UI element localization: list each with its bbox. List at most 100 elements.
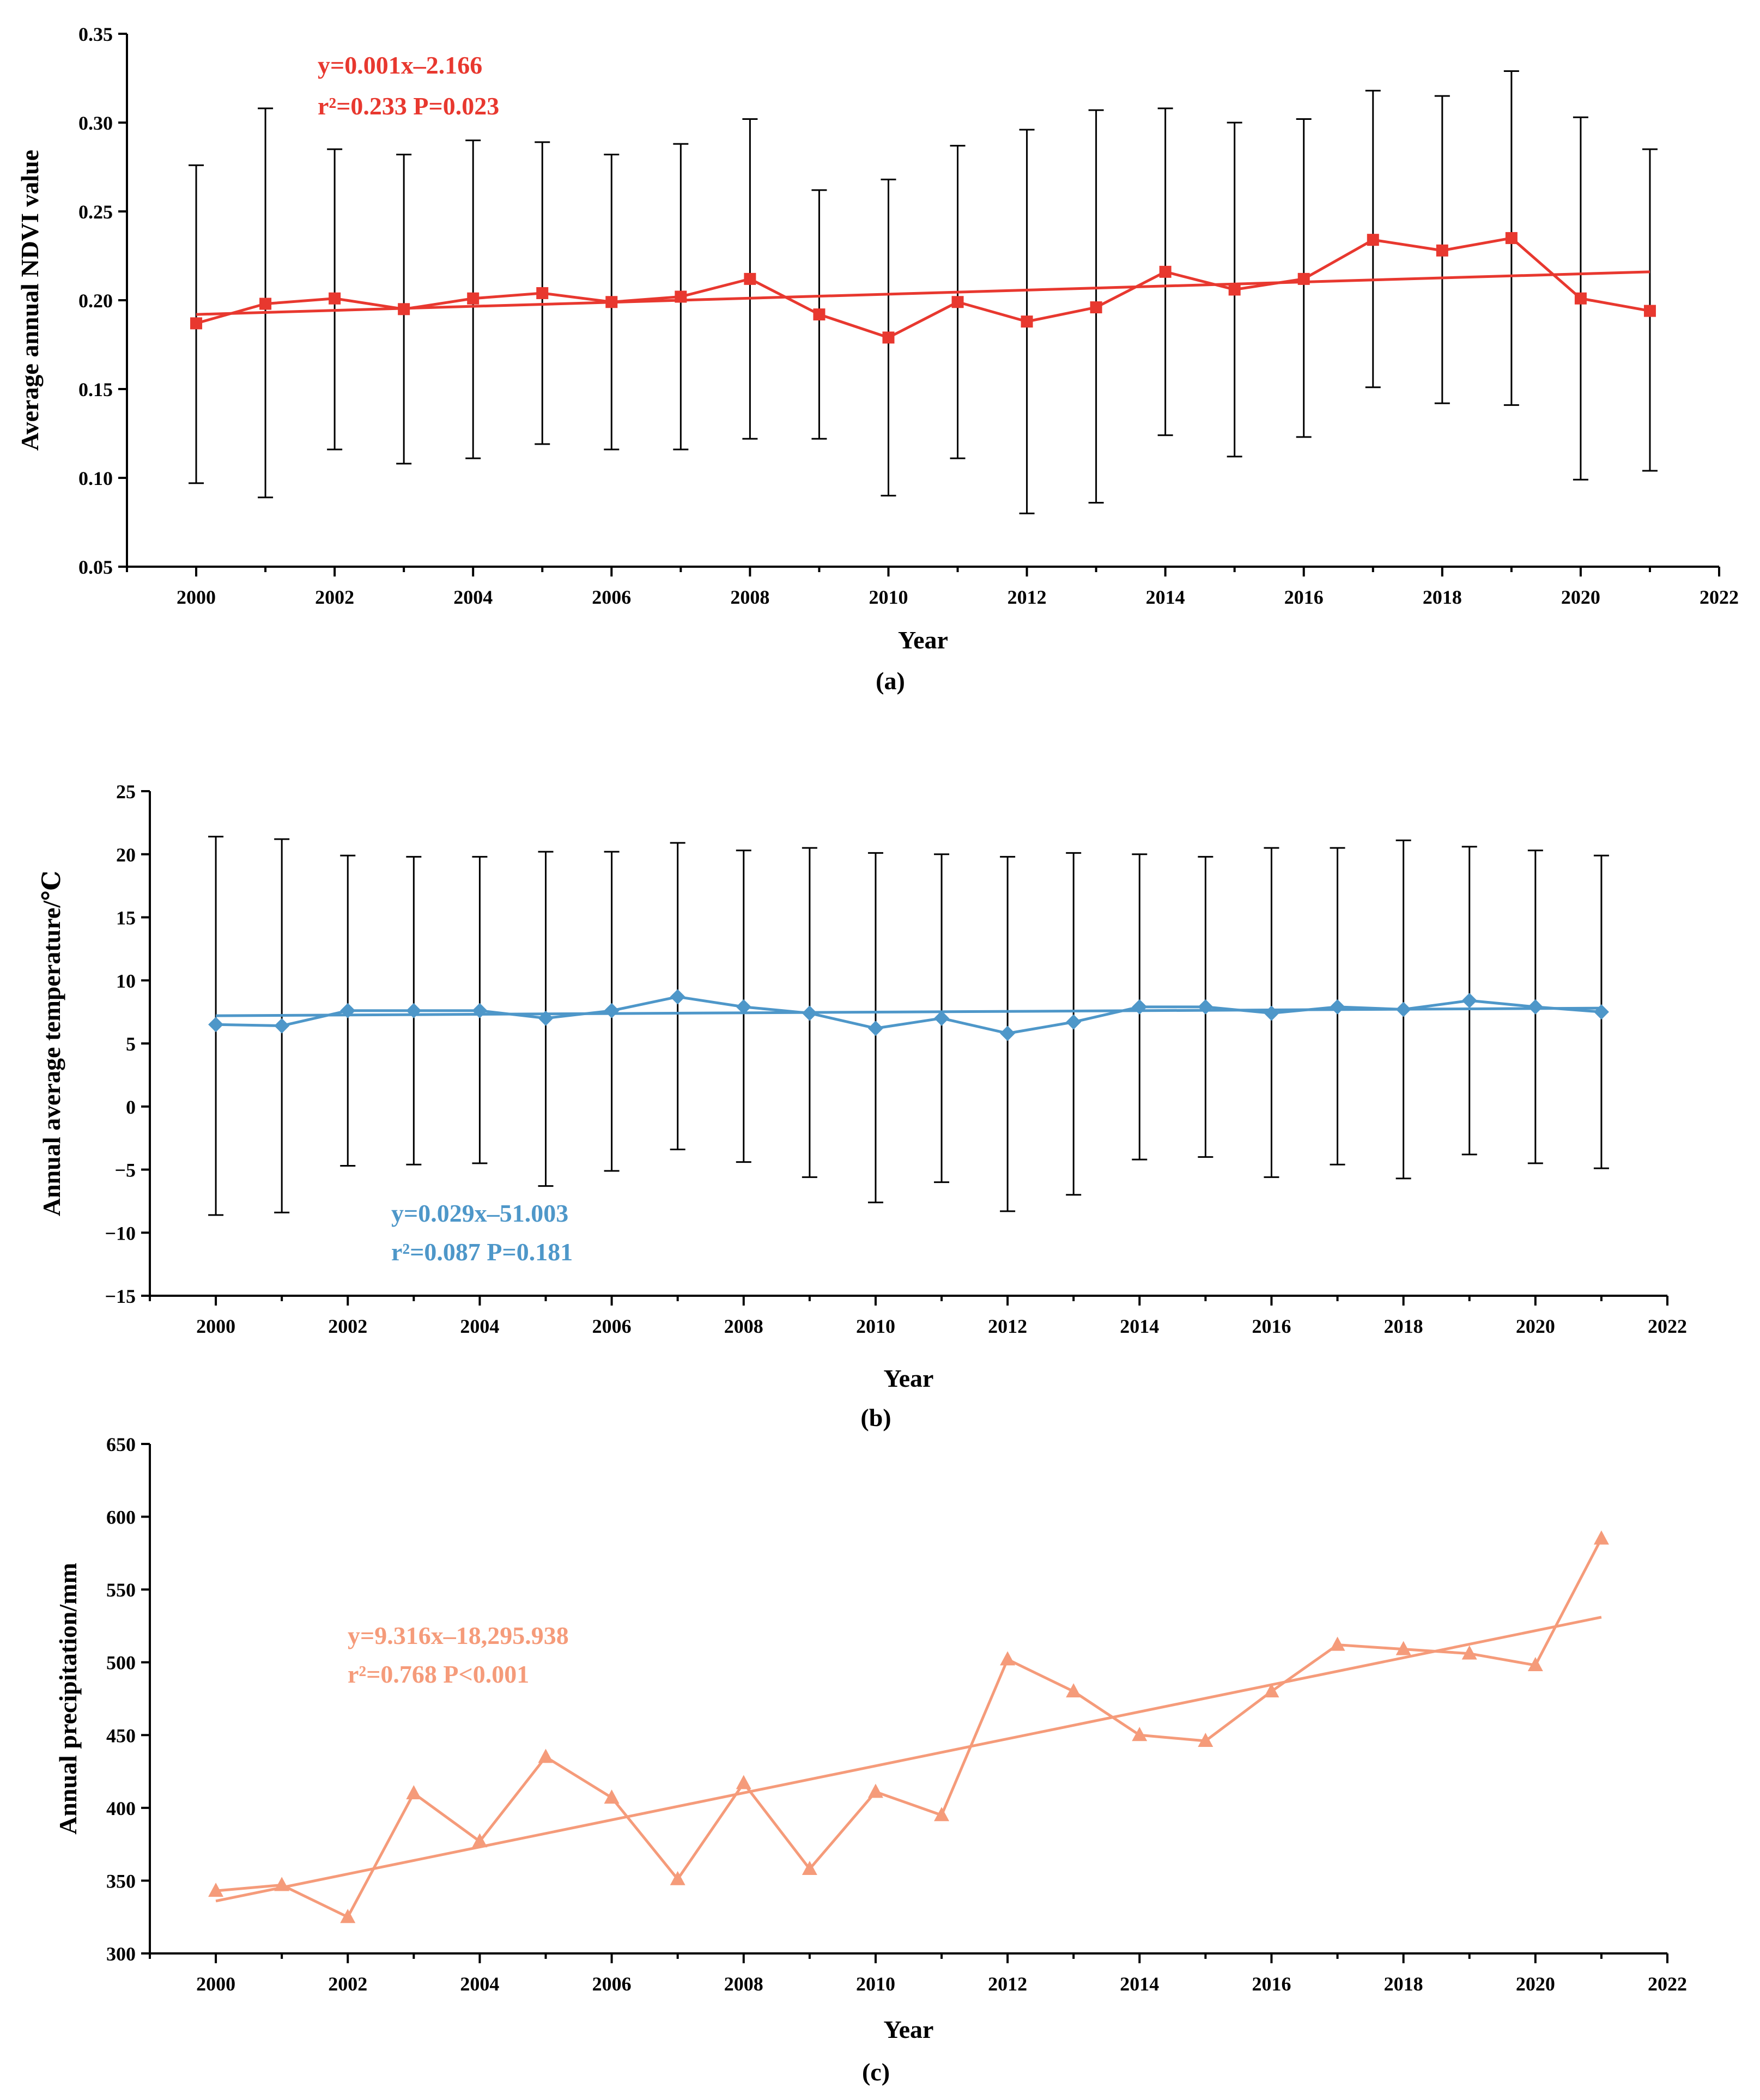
y-tick-label: 0.05 (78, 556, 113, 578)
data-point (670, 989, 685, 1005)
x-tick-label: 2022 (1700, 586, 1739, 608)
data-point (1461, 1645, 1477, 1660)
y-tick-label: 0.30 (78, 112, 113, 134)
data-point (274, 1018, 290, 1034)
x-tick-label: 2004 (460, 1973, 499, 1995)
data-point (1505, 232, 1518, 244)
data-point (1264, 1683, 1279, 1698)
data-point (472, 1833, 488, 1848)
data-point (744, 272, 756, 285)
data-point (736, 999, 751, 1015)
x-tick-label: 2012 (1008, 586, 1047, 608)
data-point (813, 308, 826, 321)
data-point (1527, 1657, 1543, 1672)
x-tick-label: 2010 (869, 586, 908, 608)
x-tick-label: 2020 (1516, 1315, 1555, 1337)
x-tick-label: 2010 (856, 1315, 895, 1337)
y-tick-label: −10 (105, 1222, 136, 1244)
y-tick-label: 0.10 (78, 468, 113, 489)
data-point (472, 1003, 488, 1018)
data-point (1593, 1004, 1609, 1020)
x-tick-label: 2014 (1120, 1973, 1159, 1995)
y-tick-label: −15 (105, 1285, 136, 1307)
data-point (1132, 999, 1148, 1015)
x-tick-label: 2022 (1648, 1315, 1687, 1337)
regression-stats: r²=0.768 P<0.001 (348, 1660, 529, 1688)
x-tick-label: 2006 (592, 1315, 632, 1337)
data-point (675, 290, 687, 303)
regression-equation: y=9.316x–18,295.938 (348, 1622, 569, 1649)
x-tick-label: 2010 (856, 1973, 895, 1995)
x-tick-label: 2012 (988, 1973, 1027, 1995)
y-tick-label: 350 (106, 1870, 136, 1892)
series-line (196, 236, 1650, 339)
data-point (1330, 999, 1345, 1015)
data-point (867, 1783, 883, 1798)
data-point (1297, 272, 1310, 285)
data-point (934, 1807, 950, 1822)
data-point (1066, 1014, 1082, 1030)
data-point (1090, 301, 1102, 314)
data-point (934, 1010, 950, 1026)
x-tick-label: 2008 (724, 1315, 763, 1337)
y-tick-label: 500 (106, 1652, 136, 1674)
x-tick-label: 2014 (1120, 1315, 1159, 1337)
data-point (190, 317, 203, 330)
data-point (867, 1021, 883, 1036)
data-point (1198, 999, 1213, 1015)
data-point (1395, 1641, 1411, 1655)
data-point (1395, 1002, 1411, 1017)
x-tick-label: 2014 (1146, 586, 1185, 608)
x-tick-label: 2020 (1561, 586, 1600, 608)
regression-stats: r²=0.087 P=0.181 (391, 1238, 573, 1266)
data-point (1132, 1727, 1148, 1741)
y-tick-label: 400 (106, 1798, 136, 1819)
data-point (398, 303, 410, 315)
data-point (1527, 999, 1543, 1015)
y-tick-label: 10 (116, 970, 136, 992)
x-tick-label: 2000 (177, 586, 216, 608)
regression-equation: y=0.029x–51.003 (391, 1199, 568, 1227)
trend-line (196, 270, 1650, 316)
trend-line (215, 1616, 1602, 1903)
data-point (406, 1785, 422, 1800)
data-point (536, 287, 549, 299)
x-tick-label: 2018 (1423, 586, 1462, 608)
data-point (670, 1871, 685, 1885)
data-point (1436, 244, 1448, 257)
x-tick-label: 2002 (328, 1315, 367, 1337)
data-point (259, 298, 272, 310)
series-line (216, 995, 1602, 1035)
x-tick-label: 2008 (730, 586, 769, 608)
data-point (802, 1005, 817, 1021)
x-tick-label: 2018 (1384, 1315, 1423, 1337)
x-tick-label: 2022 (1648, 1973, 1687, 1995)
regression-equation: y=0.001x–2.166 (318, 51, 482, 79)
x-tick-label: 2012 (988, 1315, 1027, 1337)
data-point (467, 292, 480, 305)
y-tick-label: 550 (106, 1579, 136, 1601)
data-point (340, 1003, 356, 1018)
data-point (274, 1877, 290, 1891)
x-tick-label: 2016 (1252, 1973, 1291, 1995)
y-axis-title: Annual average temperature/℃ (38, 871, 65, 1216)
x-tick-label: 2016 (1252, 1315, 1291, 1337)
x-axis-title: Year (884, 2016, 934, 2043)
y-tick-label: 300 (106, 1943, 136, 1965)
data-point (538, 1749, 554, 1763)
data-point (1000, 1025, 1016, 1041)
y-tick-label: 20 (116, 844, 136, 866)
data-point (1643, 305, 1656, 317)
y-tick-label: 5 (126, 1033, 136, 1055)
x-tick-label: 2000 (196, 1973, 235, 1995)
y-tick-label: 600 (106, 1507, 136, 1528)
x-tick-label: 2006 (592, 1973, 632, 1995)
y-tick-label: 0 (126, 1096, 136, 1118)
x-tick-label: 2002 (328, 1973, 367, 1995)
data-point (802, 1861, 817, 1876)
y-tick-label: 0.20 (78, 290, 113, 312)
data-point (329, 292, 341, 305)
panel-label: (c) (862, 2058, 890, 2086)
x-tick-label: 2002 (315, 586, 354, 608)
data-point (1159, 265, 1172, 278)
